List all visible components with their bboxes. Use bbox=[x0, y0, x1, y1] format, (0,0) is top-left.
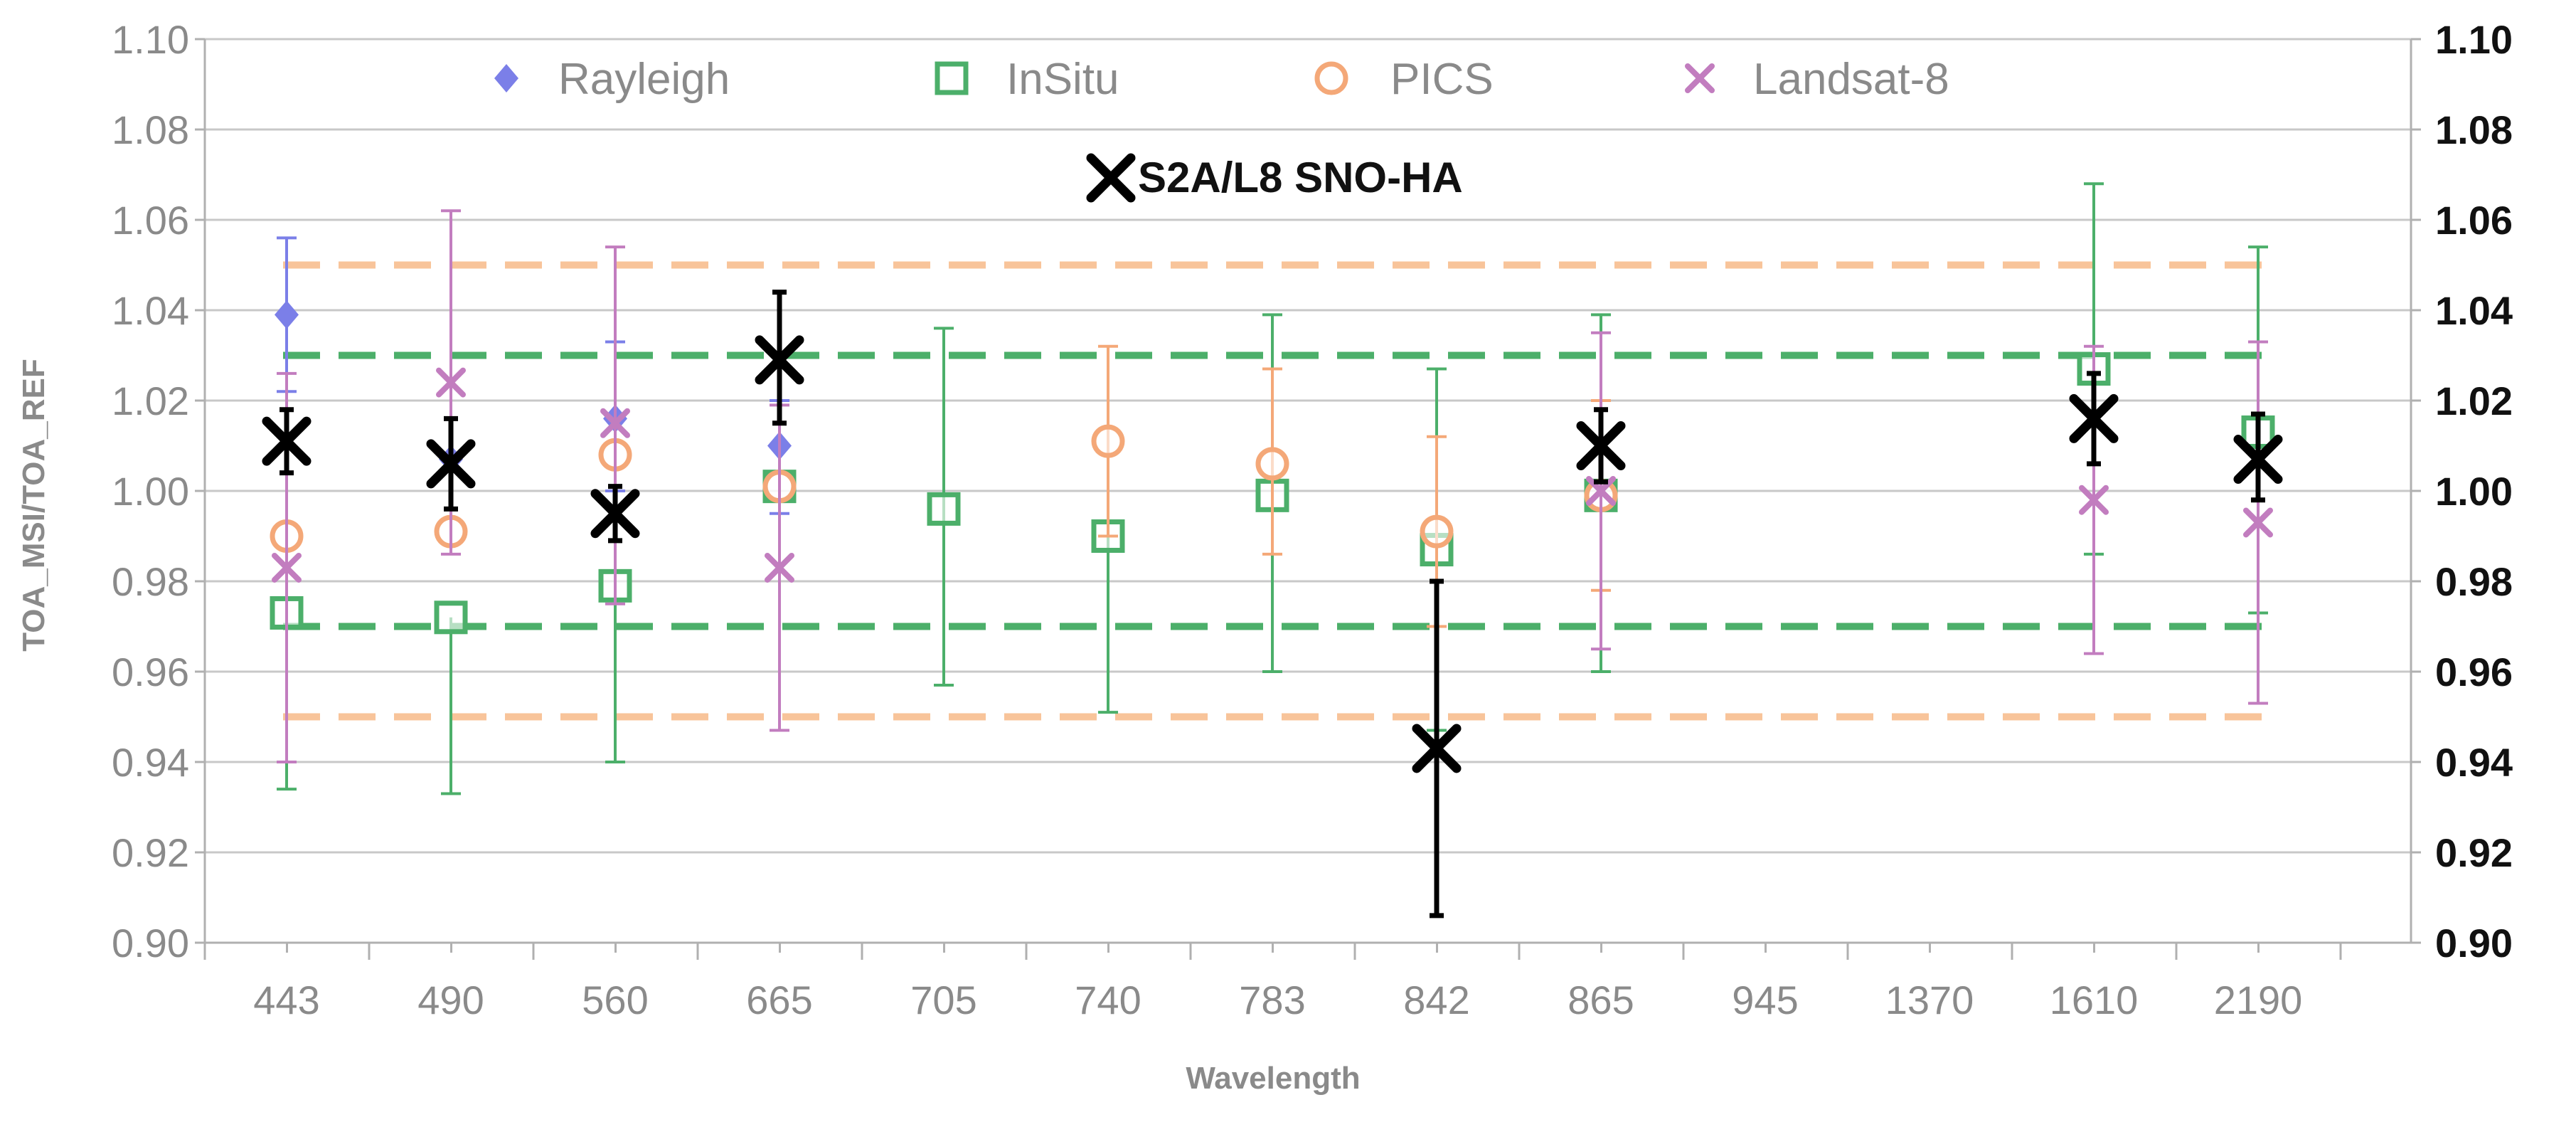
legend-item: S2A/L8 SNO-HA bbox=[1086, 153, 1463, 203]
data-point bbox=[2069, 393, 2119, 443]
data-series bbox=[262, 182, 2283, 919]
y-tick-label: 1.10 bbox=[112, 17, 189, 62]
x-tick-label: 443 bbox=[253, 978, 319, 1022]
data-point bbox=[927, 492, 961, 526]
x-tick-label: 783 bbox=[1239, 978, 1305, 1022]
data-point bbox=[1314, 61, 1348, 95]
series-rayleigh bbox=[275, 236, 792, 515]
y-axis-title: TOA_MSI/TOA_REF bbox=[16, 359, 51, 652]
x-tick-label: 740 bbox=[1075, 978, 1141, 1022]
data-point bbox=[590, 489, 640, 539]
data-point bbox=[1685, 63, 1715, 93]
x-tick-label: 560 bbox=[582, 978, 648, 1022]
legend-item: Landsat-8 bbox=[1685, 55, 1949, 104]
x-tick-label: 945 bbox=[1732, 978, 1798, 1022]
axes bbox=[195, 38, 2421, 960]
y-tick-label: 0.98 bbox=[112, 559, 189, 604]
data-point bbox=[935, 61, 969, 95]
data-point bbox=[1412, 724, 1462, 773]
x-tick-label: 705 bbox=[910, 978, 976, 1022]
y-tick-label-right: 1.06 bbox=[2435, 198, 2513, 243]
y-tick-label: 1.08 bbox=[112, 107, 189, 152]
data-point bbox=[1586, 476, 1616, 506]
x-tick-labels: 443 490 560 665 705 740 783 842 865 945 1370 1610 21… bbox=[253, 978, 2302, 1022]
x-tick-label: 865 bbox=[1568, 978, 1634, 1022]
legend: Rayleigh InSitu PICS Landsat-8 S2A/L8 SNO-HA bbox=[494, 55, 1949, 203]
y-tick-labels-right: 0.90 0.92 0.94 0.96 0.98 1.00 1.02 1.04 1.06 1.08… bbox=[2435, 17, 2513, 965]
y-tick-label-right: 0.94 bbox=[2435, 740, 2513, 785]
data-point bbox=[262, 416, 312, 466]
legend-label: PICS bbox=[1390, 55, 1494, 104]
grid-lines bbox=[205, 38, 2411, 944]
legend-label: Rayleigh bbox=[558, 55, 730, 104]
series-landsat-8 bbox=[272, 209, 2273, 763]
y-tick-label: 0.92 bbox=[112, 830, 189, 875]
y-tick-label: 0.94 bbox=[112, 740, 189, 785]
y-tick-labels-left: 0.90 0.92 0.94 0.96 0.98 1.00 1.02 1.04 1.06 1.08… bbox=[112, 17, 189, 965]
data-point bbox=[272, 552, 302, 583]
x-tick-label: 490 bbox=[417, 978, 484, 1022]
legend-item: InSitu bbox=[935, 55, 1119, 104]
data-point bbox=[1420, 514, 1454, 549]
x-tick-label: 1610 bbox=[2050, 978, 2139, 1022]
legend-item: PICS bbox=[1314, 55, 1494, 104]
data-point bbox=[2233, 435, 2283, 485]
data-point bbox=[436, 367, 466, 398]
data-point bbox=[600, 408, 630, 438]
y-tick-label: 1.02 bbox=[112, 379, 189, 423]
x-tick-label: 1370 bbox=[1885, 978, 1974, 1022]
legend-item: Rayleigh bbox=[494, 55, 730, 104]
legend-label: Landsat-8 bbox=[1753, 55, 1949, 104]
y-tick-label-right: 0.92 bbox=[2435, 830, 2513, 875]
legend-label: S2A/L8 SNO-HA bbox=[1138, 154, 1463, 201]
data-point bbox=[1255, 447, 1289, 481]
y-tick-label-right: 1.04 bbox=[2435, 288, 2513, 333]
data-point bbox=[426, 439, 476, 489]
data-point bbox=[494, 64, 518, 92]
data-point bbox=[1086, 153, 1136, 203]
y-tick-label: 1.04 bbox=[112, 288, 189, 333]
data-point bbox=[2243, 507, 2273, 538]
data-point bbox=[434, 600, 468, 635]
y-tick-label: 1.00 bbox=[112, 469, 189, 514]
x-tick-label: 2190 bbox=[2214, 978, 2303, 1022]
data-point bbox=[275, 300, 299, 329]
y-tick-label: 0.96 bbox=[112, 650, 189, 694]
y-tick-label-right: 1.02 bbox=[2435, 379, 2513, 423]
y-tick-label-right: 1.00 bbox=[2435, 469, 2513, 514]
y-tick-label-right: 0.98 bbox=[2435, 559, 2513, 604]
legend-label: InSitu bbox=[1006, 55, 1119, 104]
y-tick-label: 0.90 bbox=[112, 921, 189, 965]
data-point bbox=[2079, 485, 2109, 515]
data-point bbox=[765, 552, 794, 583]
y-tick-label-right: 1.10 bbox=[2435, 17, 2513, 62]
y-tick-label-right: 0.90 bbox=[2435, 921, 2513, 965]
data-point bbox=[755, 335, 804, 385]
y-tick-label-right: 0.96 bbox=[2435, 650, 2513, 694]
x-axis-title: Wavelength bbox=[1186, 1061, 1360, 1096]
y-tick-label: 1.06 bbox=[112, 198, 189, 243]
data-point bbox=[1576, 421, 1626, 470]
y-tick-label-right: 1.08 bbox=[2435, 107, 2513, 152]
data-point bbox=[1091, 424, 1125, 458]
x-tick-label: 842 bbox=[1403, 978, 1469, 1022]
x-tick-label: 665 bbox=[746, 978, 812, 1022]
series-s2a-l8-sno-ha bbox=[262, 290, 2283, 919]
